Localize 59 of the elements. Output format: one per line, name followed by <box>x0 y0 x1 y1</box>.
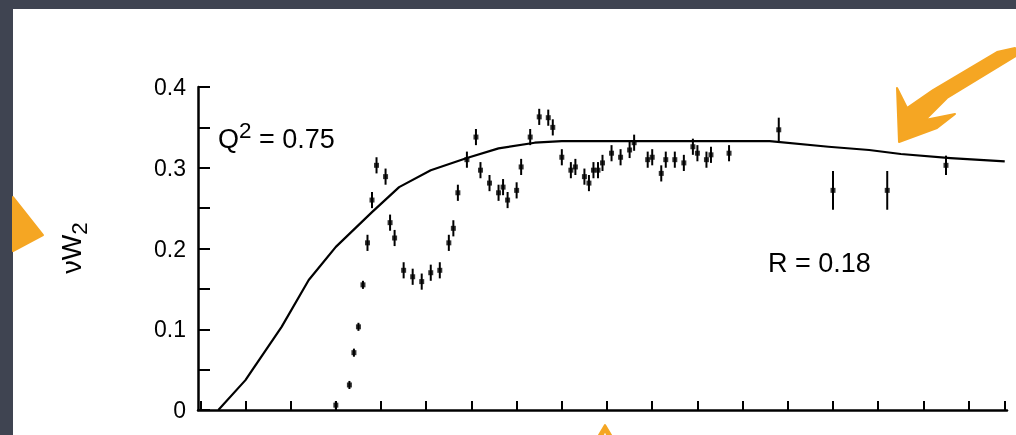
point <box>383 174 389 180</box>
point <box>645 157 651 163</box>
point <box>387 220 393 226</box>
point <box>581 174 587 180</box>
point <box>627 147 633 153</box>
point <box>428 270 434 276</box>
point <box>690 144 696 150</box>
point <box>496 190 502 196</box>
point <box>437 267 443 273</box>
point <box>550 124 556 130</box>
point <box>572 164 578 170</box>
point <box>595 167 601 173</box>
point <box>830 187 836 193</box>
point <box>943 162 949 168</box>
point <box>708 152 714 158</box>
point <box>545 115 551 121</box>
point <box>600 160 605 166</box>
point <box>464 157 470 163</box>
point <box>450 225 456 231</box>
point <box>536 114 542 120</box>
point <box>672 157 678 163</box>
point <box>487 180 493 186</box>
point <box>568 167 574 173</box>
point <box>658 170 664 176</box>
point <box>618 154 624 160</box>
point <box>455 190 461 196</box>
point <box>649 154 655 160</box>
point <box>884 187 890 193</box>
annotation: R = 0.18 <box>768 248 871 279</box>
point <box>681 160 687 166</box>
point <box>419 279 425 285</box>
point <box>694 150 700 156</box>
point <box>374 162 380 168</box>
point <box>726 150 732 156</box>
point <box>663 157 669 163</box>
point <box>392 235 398 241</box>
annotation: Q$^{2}$ = 0.75 <box>218 118 335 155</box>
point <box>527 134 533 140</box>
point <box>401 267 407 273</box>
point <box>364 240 370 246</box>
y-tick-label: 0.2 <box>154 235 186 262</box>
point <box>609 150 615 156</box>
point <box>518 164 524 170</box>
point <box>410 274 416 280</box>
point <box>477 167 483 173</box>
point <box>369 197 375 203</box>
point <box>776 127 782 133</box>
y-tick-label: 0.1 <box>154 316 186 343</box>
point <box>559 154 565 160</box>
y-tick-label: 0.4 <box>154 74 187 100</box>
point <box>505 197 511 203</box>
point <box>586 180 592 186</box>
point <box>514 187 520 193</box>
point <box>500 184 506 190</box>
y-tick-label: 0.3 <box>154 154 186 181</box>
point <box>703 157 709 163</box>
point <box>446 240 452 246</box>
point <box>473 134 479 140</box>
y-tick-label: 0 <box>173 397 186 423</box>
